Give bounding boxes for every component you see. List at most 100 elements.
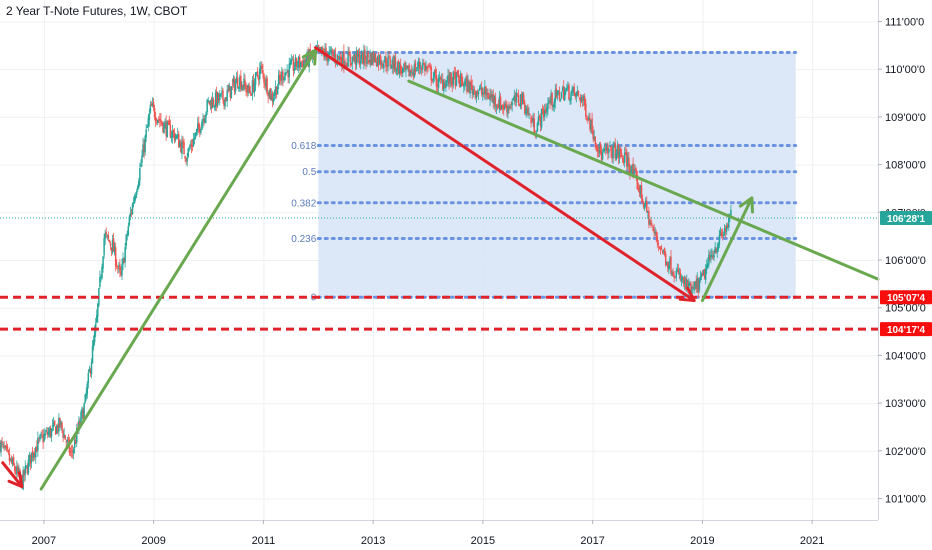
candle-body — [656, 236, 659, 242]
trend-arrow-head-red — [7, 471, 24, 489]
candle-body — [674, 277, 676, 279]
candle-body — [466, 76, 468, 92]
candle-body — [718, 235, 721, 245]
candle-body — [253, 83, 256, 93]
candle-body — [626, 153, 628, 167]
candle-body — [374, 53, 377, 63]
candle-body — [142, 144, 144, 157]
candle-body — [396, 61, 399, 71]
candle-body — [354, 55, 357, 65]
candle-body — [565, 88, 567, 91]
candle-body — [390, 66, 392, 68]
candle-body — [269, 88, 272, 99]
candle-body — [662, 249, 665, 252]
candle-body — [341, 59, 343, 67]
candle-body — [243, 78, 245, 90]
candle-body — [619, 148, 622, 152]
candle-body — [670, 256, 672, 274]
candle-body — [618, 149, 621, 158]
candle-body — [397, 61, 400, 75]
candle-body — [385, 57, 387, 67]
candle-body — [17, 466, 19, 473]
candle-body — [298, 56, 301, 67]
candle-body — [503, 107, 505, 110]
candle-body — [524, 103, 526, 114]
candle-body — [675, 270, 677, 278]
candle-body — [593, 136, 595, 140]
candle-body — [526, 108, 528, 113]
candle-body — [631, 165, 633, 172]
candle-body — [379, 56, 382, 65]
candle-body — [81, 408, 83, 414]
candle-body — [294, 57, 297, 68]
candle-body — [63, 434, 65, 438]
candle-body — [59, 417, 61, 427]
y-tick-label: 102'00'0 — [885, 446, 926, 458]
candle-body — [36, 446, 38, 452]
candle-body — [284, 72, 286, 81]
candle-body — [161, 121, 163, 125]
candle-body — [97, 303, 99, 317]
trend-line-green — [39, 48, 318, 491]
candle-body — [148, 113, 151, 121]
candle-body — [434, 70, 437, 74]
candle-body — [239, 77, 241, 87]
candle-body — [4, 445, 7, 447]
candle-body — [620, 152, 623, 157]
candle-body — [506, 106, 508, 113]
candle-body — [266, 78, 268, 95]
candle-body — [641, 198, 644, 202]
candle-body — [92, 340, 95, 347]
candle-body — [169, 124, 172, 138]
candle-body — [490, 94, 492, 98]
candle-body — [15, 470, 17, 474]
candle-body — [351, 56, 354, 64]
candle-body — [533, 118, 536, 134]
price-tag — [880, 211, 932, 226]
candle-body — [273, 93, 276, 97]
candle-body — [500, 105, 503, 110]
candle-body — [696, 278, 699, 288]
candle-body — [607, 145, 609, 154]
candle-body — [74, 440, 77, 444]
candle-body — [140, 163, 142, 167]
candle-body — [556, 91, 559, 96]
candle-body — [337, 56, 340, 58]
candle-body — [387, 56, 389, 67]
candle-body — [699, 276, 702, 280]
candle-body — [275, 86, 278, 96]
candle-body — [361, 51, 363, 60]
candle-body — [265, 79, 267, 87]
candle-body — [611, 151, 613, 159]
candle-body — [206, 99, 208, 113]
candle-body — [288, 63, 290, 78]
candle-body — [638, 186, 641, 193]
candle-body — [581, 97, 584, 101]
fib-level-label: 0.5 — [302, 167, 316, 178]
candle-body — [402, 67, 404, 73]
candle-body — [201, 121, 203, 130]
candle-body — [274, 86, 277, 95]
candle-body — [710, 255, 712, 257]
candle-body — [427, 67, 429, 68]
candle-body — [317, 45, 320, 49]
candle-body — [175, 135, 178, 139]
candle-body — [439, 77, 442, 80]
candle-body — [613, 143, 615, 145]
candle-body — [715, 248, 717, 252]
candle-body — [350, 62, 353, 66]
candle-body — [453, 72, 456, 74]
candle-body — [395, 70, 398, 72]
candle-body — [157, 119, 159, 123]
x-tick-label: 2017 — [580, 535, 604, 547]
candle-body — [256, 71, 259, 77]
candle-body — [195, 128, 198, 133]
candle-body — [501, 105, 504, 108]
candle-body — [406, 65, 408, 69]
candle-body — [567, 85, 569, 90]
candle-body — [484, 86, 486, 94]
price-tag-label: 104'17'4 — [887, 325, 926, 336]
candle-body — [137, 186, 139, 191]
